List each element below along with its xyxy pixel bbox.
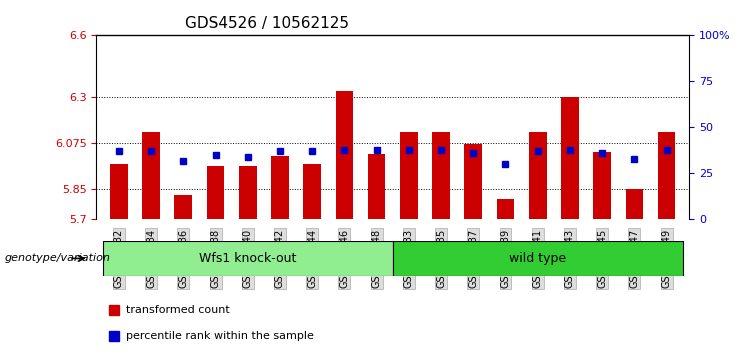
Bar (658, 132, 676, 219)
Text: wild type: wild type (509, 252, 566, 265)
Bar (110, 164, 127, 219)
Bar (625, 189, 643, 219)
Bar (303, 164, 321, 219)
Bar (393, 241, 682, 276)
Bar (142, 132, 160, 219)
Bar (207, 166, 225, 219)
Bar (174, 195, 192, 219)
Bar (465, 144, 482, 219)
Text: transformed count: transformed count (126, 305, 230, 315)
Bar (239, 166, 256, 219)
Bar (432, 132, 450, 219)
Bar (496, 199, 514, 219)
Bar (594, 152, 611, 219)
Bar (103, 241, 393, 276)
Text: genotype/variation: genotype/variation (5, 253, 110, 263)
Bar (271, 156, 289, 219)
Text: GDS4526 / 10562125: GDS4526 / 10562125 (185, 16, 349, 32)
Bar (336, 91, 353, 219)
Bar (529, 132, 547, 219)
Bar (561, 97, 579, 219)
Text: percentile rank within the sample: percentile rank within the sample (126, 331, 314, 341)
Bar (400, 132, 418, 219)
Text: Wfs1 knock-out: Wfs1 knock-out (199, 252, 296, 265)
Bar (368, 154, 385, 219)
